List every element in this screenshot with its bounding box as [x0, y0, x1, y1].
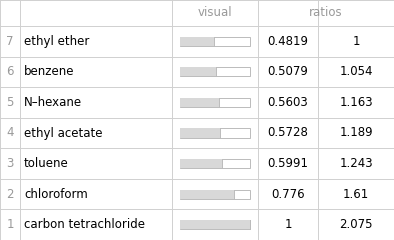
Text: 1.189: 1.189 — [339, 126, 373, 139]
Bar — [180, 37, 250, 46]
Text: ethyl ether: ethyl ether — [24, 35, 89, 48]
Bar — [180, 190, 250, 199]
Text: 0.5603: 0.5603 — [268, 96, 309, 109]
Text: 0.5991: 0.5991 — [268, 157, 309, 170]
Bar — [180, 159, 222, 168]
Text: 2.075: 2.075 — [339, 218, 373, 231]
Bar — [180, 220, 250, 229]
Bar — [180, 128, 250, 138]
Text: benzene: benzene — [24, 65, 74, 78]
Text: 1: 1 — [6, 218, 14, 231]
Text: 2: 2 — [6, 188, 14, 201]
Text: 6: 6 — [6, 65, 14, 78]
Text: 0.5728: 0.5728 — [268, 126, 309, 139]
Text: 0.4819: 0.4819 — [268, 35, 309, 48]
Bar — [180, 98, 250, 107]
Bar — [180, 67, 216, 77]
Text: 4: 4 — [6, 126, 14, 139]
Bar — [180, 98, 219, 107]
Text: 1.61: 1.61 — [343, 188, 369, 201]
Text: 1: 1 — [284, 218, 292, 231]
Text: 1.163: 1.163 — [339, 96, 373, 109]
Bar — [180, 128, 220, 138]
Text: ethyl acetate: ethyl acetate — [24, 126, 102, 139]
Text: 5: 5 — [6, 96, 14, 109]
Text: toluene: toluene — [24, 157, 69, 170]
Text: 7: 7 — [6, 35, 14, 48]
Bar — [180, 190, 234, 199]
Bar — [180, 37, 214, 46]
Text: 0.776: 0.776 — [271, 188, 305, 201]
Text: N–hexane: N–hexane — [24, 96, 82, 109]
Bar — [180, 67, 250, 77]
Text: 0.5079: 0.5079 — [268, 65, 309, 78]
Text: 1.054: 1.054 — [339, 65, 373, 78]
Text: 1.243: 1.243 — [339, 157, 373, 170]
Bar — [180, 220, 250, 229]
Text: ratios: ratios — [309, 6, 343, 19]
Text: chloroform: chloroform — [24, 188, 88, 201]
Text: 3: 3 — [6, 157, 14, 170]
Text: 1: 1 — [352, 35, 360, 48]
Bar — [180, 159, 250, 168]
Text: carbon tetrachloride: carbon tetrachloride — [24, 218, 145, 231]
Text: visual: visual — [198, 6, 232, 19]
